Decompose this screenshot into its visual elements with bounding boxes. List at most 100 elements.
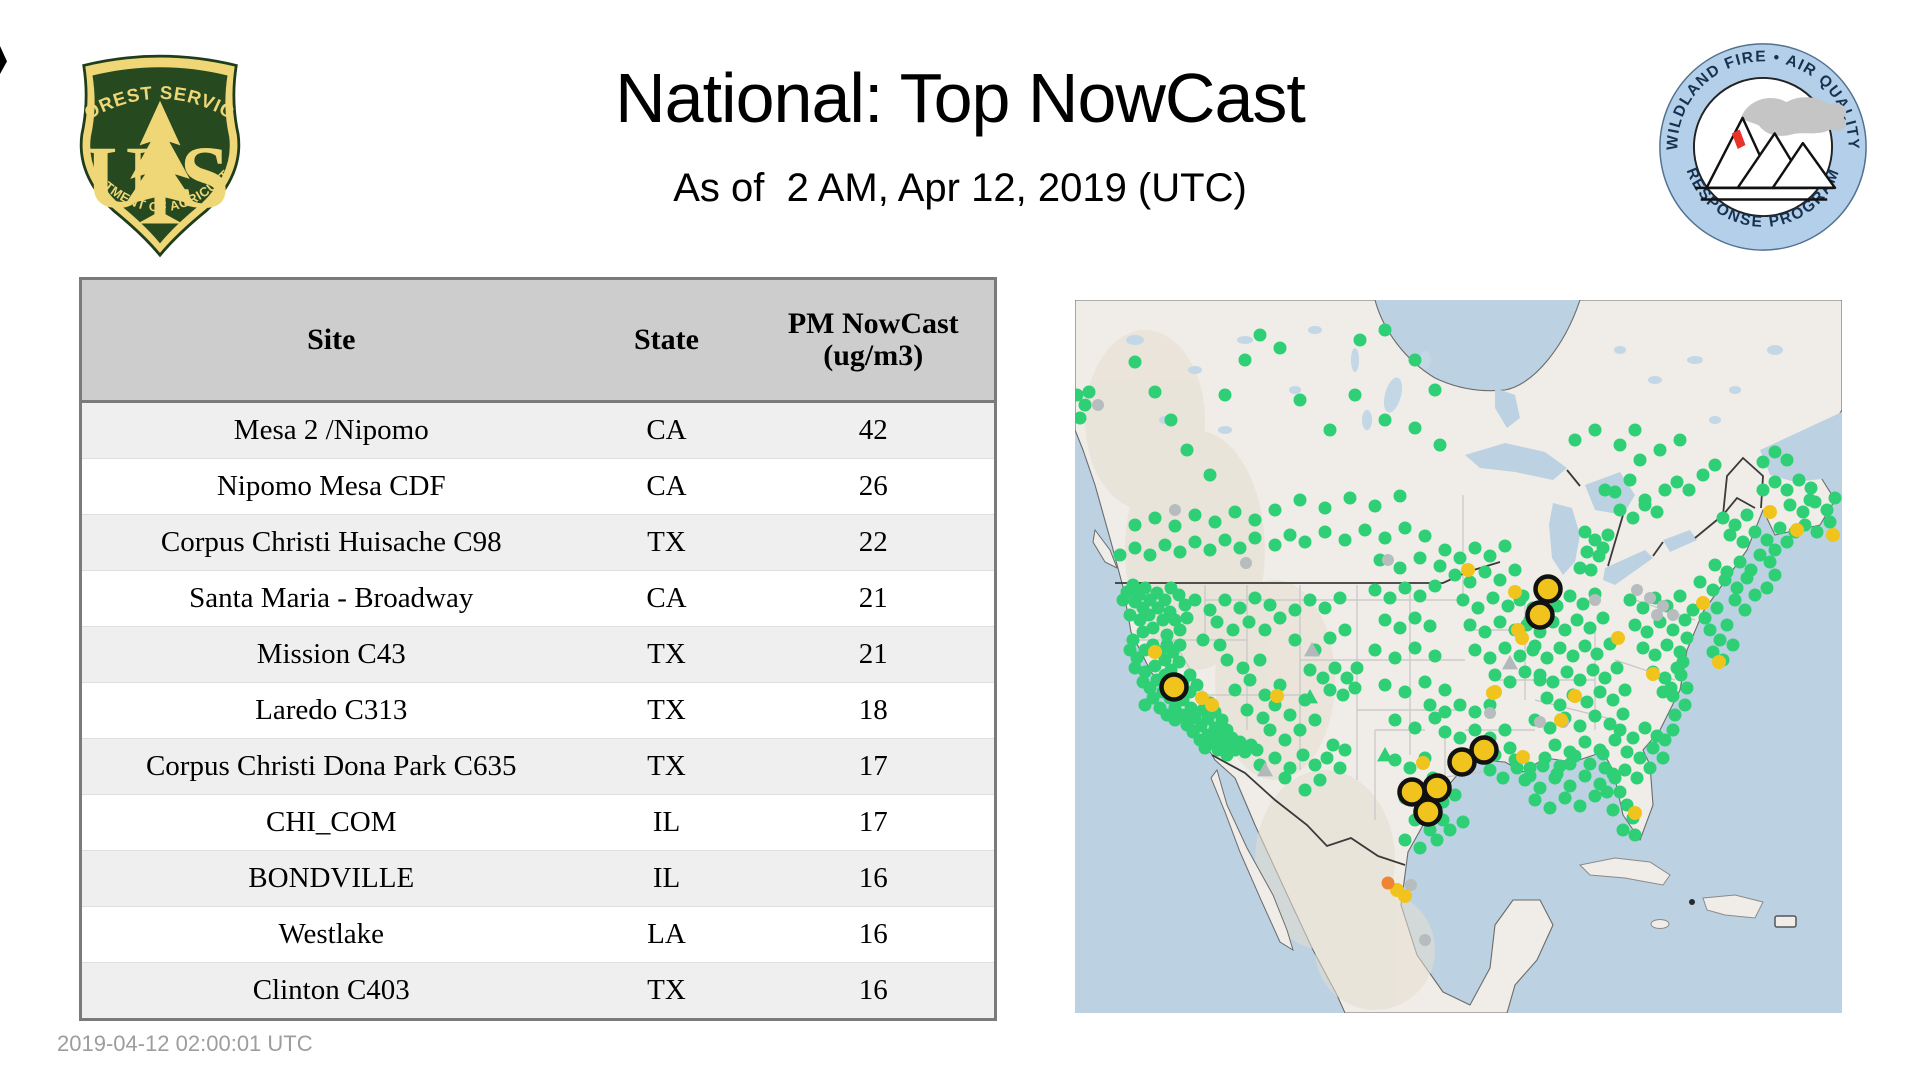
green-marker xyxy=(1598,671,1612,685)
state-cell: CA xyxy=(646,470,687,502)
green-marker xyxy=(1408,641,1422,655)
green-marker xyxy=(1263,723,1277,737)
green-marker xyxy=(1568,433,1582,447)
green-marker xyxy=(1483,763,1497,777)
green-marker xyxy=(1340,671,1354,685)
green-marker xyxy=(1633,453,1647,467)
green-marker xyxy=(1278,733,1292,747)
gray_triangle-marker xyxy=(1257,762,1273,777)
green-marker xyxy=(1613,503,1627,517)
gray-marker xyxy=(1092,399,1104,411)
state-cell: TX xyxy=(647,526,686,558)
green-marker xyxy=(1368,583,1382,597)
gray-marker xyxy=(1657,600,1669,612)
green-marker xyxy=(1126,578,1140,592)
green-marker xyxy=(1143,548,1157,562)
green-marker xyxy=(1540,651,1554,665)
green-marker xyxy=(1580,545,1594,559)
yellow-marker xyxy=(1763,505,1777,519)
green-marker xyxy=(1588,709,1602,723)
green-marker xyxy=(1486,591,1500,605)
green-marker xyxy=(1533,668,1547,682)
green-marker xyxy=(1348,681,1362,695)
green-marker xyxy=(1318,601,1332,615)
green-marker xyxy=(1203,468,1217,482)
green-marker xyxy=(1748,588,1762,602)
yellow-marker xyxy=(1398,889,1412,903)
yellow-marker xyxy=(1712,655,1726,669)
green-marker xyxy=(1773,521,1787,535)
green-marker xyxy=(1508,563,1522,577)
green-marker xyxy=(1213,638,1227,652)
green-marker xyxy=(1188,593,1202,607)
green-marker xyxy=(1693,575,1707,589)
green-marker xyxy=(1783,498,1797,512)
yellow-marker xyxy=(1611,631,1625,645)
yellow-marker xyxy=(1205,698,1219,712)
green-marker xyxy=(1626,731,1640,745)
green-marker xyxy=(1123,608,1137,622)
green-marker xyxy=(1258,688,1272,702)
yellow-marker xyxy=(1148,645,1162,659)
green-marker xyxy=(1393,489,1407,503)
table-row: Mesa 2 /Nipomo CA 42 xyxy=(80,401,996,459)
green-marker xyxy=(1388,753,1402,767)
green-marker xyxy=(1588,533,1602,547)
green-marker xyxy=(1128,661,1142,675)
table-row: Clinton C403 TX 16 xyxy=(80,962,996,1020)
green-marker xyxy=(1503,741,1517,755)
green-marker xyxy=(1606,803,1620,817)
big_yellow-marker xyxy=(1397,777,1427,807)
green-marker xyxy=(1613,785,1627,799)
green-marker xyxy=(1573,799,1587,813)
green-marker xyxy=(1075,388,1084,402)
green-marker xyxy=(1603,717,1617,731)
green-marker xyxy=(1453,698,1467,712)
green-marker xyxy=(1558,623,1572,637)
green-marker xyxy=(1828,491,1842,505)
small-lakes xyxy=(1126,326,1783,434)
green-marker xyxy=(1248,531,1262,545)
big_yellow-marker xyxy=(1447,747,1477,777)
gray-marker xyxy=(1667,609,1679,621)
green-marker xyxy=(1273,611,1287,625)
green-marker xyxy=(1158,593,1172,607)
green-marker xyxy=(1243,673,1257,687)
green-marker xyxy=(1682,483,1696,497)
green-marker xyxy=(1543,801,1557,815)
green-marker xyxy=(1180,443,1194,457)
green-marker xyxy=(1580,695,1594,709)
green-marker xyxy=(1558,791,1572,805)
green-marker xyxy=(1613,438,1627,452)
green-marker xyxy=(1658,483,1672,497)
yellow-marker xyxy=(1646,667,1660,681)
green-marker xyxy=(1760,581,1774,595)
green-marker xyxy=(1433,438,1447,452)
gray-marker xyxy=(1631,584,1643,596)
green-marker xyxy=(1666,689,1680,703)
green-marker xyxy=(1438,705,1452,719)
green-marker xyxy=(1628,828,1642,842)
green-marker xyxy=(1168,519,1182,533)
green-marker xyxy=(1413,841,1427,855)
green-marker xyxy=(1720,565,1734,579)
green-marker xyxy=(1590,647,1604,661)
green-marker xyxy=(1498,723,1512,737)
green-marker xyxy=(1578,525,1592,539)
site-cell: Corpus Christi Huisache C98 xyxy=(160,526,502,558)
col-header-site: Site xyxy=(80,278,581,403)
green-marker xyxy=(1288,633,1302,647)
green-marker xyxy=(1173,545,1187,559)
green-marker xyxy=(1268,751,1282,765)
green-marker xyxy=(1503,675,1517,689)
mountains-icon xyxy=(1694,116,1837,201)
green-marker xyxy=(1220,748,1234,762)
table-row: Corpus Christi Huisache C98 TX 22 xyxy=(80,514,996,571)
green-marker xyxy=(1303,663,1317,677)
green-marker xyxy=(1673,433,1687,447)
baja-peninsula xyxy=(1210,768,1294,952)
green-marker xyxy=(1526,643,1540,657)
green-marker xyxy=(1660,638,1674,652)
green-marker xyxy=(1753,548,1767,562)
green-marker xyxy=(1606,693,1620,707)
